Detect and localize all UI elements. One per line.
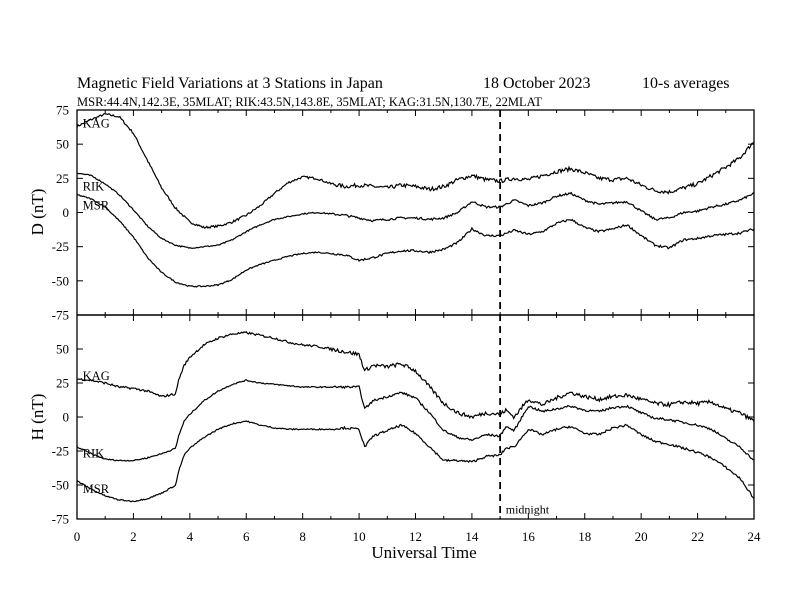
x-tick-label: 14: [465, 529, 479, 544]
panel-h-ylabel: H (nT): [28, 394, 47, 441]
x-tick-label: 24: [748, 529, 762, 544]
panel-d-ytick-label: 75: [56, 103, 69, 118]
figure-date: 18 October 2023: [483, 75, 591, 92]
panel-h-series-msr: [76, 420, 755, 503]
panel-d-ytick-label: -75: [52, 308, 69, 323]
midnight-annotation: midnight: [506, 502, 550, 516]
panel-h-ticks: 50 25 0 -25 -50 -75: [52, 315, 755, 527]
panel-d-ytick-label: -50: [52, 273, 69, 288]
x-tick-label: 16: [522, 529, 536, 544]
x-tick-label: 0: [74, 529, 81, 544]
panel-h-series-rik: [76, 379, 755, 462]
panel-d-series-kag: [76, 112, 755, 229]
panel-d-ylabel: D (nT): [28, 189, 47, 236]
panel-h-ytick-label: 25: [56, 376, 69, 391]
panel-h-ytick-label: -75: [52, 512, 69, 527]
panel-d-ytick-label: 0: [63, 205, 70, 220]
panel-d-series-msr: [76, 194, 755, 288]
panel-h-ytick-label: -50: [52, 478, 69, 493]
x-tick-label: 8: [299, 529, 306, 544]
panel-d-frame: [76, 109, 755, 316]
panel-h-ytick-label: 50: [56, 342, 69, 357]
figure-title: Magnetic Field Variations at 3 Stations …: [77, 75, 383, 92]
panel-h-ytick-label: 0: [63, 410, 70, 425]
panel-h-series-kag: [77, 331, 755, 422]
panel-d-ticks: 75 50 25 0 -25 -50 -75: [52, 103, 755, 323]
x-tick-label: 6: [243, 529, 250, 544]
x-tick-label: 22: [691, 529, 704, 544]
panel-h-label-msr: MSR: [83, 482, 110, 496]
panel-d-station-labels: KAG RIK MSR: [83, 117, 110, 213]
panel-d-ytick-label: -25: [52, 239, 69, 254]
x-tick-label: 10: [353, 529, 366, 544]
x-tick-label: 20: [635, 529, 648, 544]
panel-h: 50 25 0 -25 -50 -75 KAG RIK MSR H (nT): [28, 314, 755, 527]
panel-d-series-rik: [76, 172, 755, 250]
panel-d-series: [76, 112, 755, 288]
panel-d-label-kag: KAG: [83, 117, 110, 131]
panel-d-ytick-label: 25: [56, 171, 69, 186]
x-tick-label: 4: [187, 529, 194, 544]
panel-h-ytick-label: -25: [52, 444, 69, 459]
panel-h-station-labels: KAG RIK MSR: [83, 369, 110, 496]
panel-d: 75 50 25 0 -25 -50 -75 KAG RIK MSR D (nT): [28, 103, 755, 323]
panel-h-label-kag: KAG: [83, 369, 110, 383]
x-axis-label: Universal Time: [371, 543, 476, 562]
panel-d-label-msr: MSR: [83, 199, 110, 213]
panel-d-label-rik: RIK: [83, 180, 105, 194]
figure-averaging: 10-s averages: [642, 75, 730, 92]
x-tick-label: 12: [409, 529, 422, 544]
panel-h-label-rik: RIK: [83, 447, 105, 461]
panel-h-series: [76, 331, 755, 503]
x-tick-label: 2: [130, 529, 137, 544]
panel-d-ytick-label: 50: [56, 137, 69, 152]
x-axis-ticks: 0 2 4 6 8 10 12 14 16 18 20 22 24: [74, 529, 761, 544]
x-tick-label: 18: [578, 529, 591, 544]
stations-info: MSR:44.4N,142.3E, 35MLAT; RIK:43.5N,143.…: [77, 95, 542, 109]
